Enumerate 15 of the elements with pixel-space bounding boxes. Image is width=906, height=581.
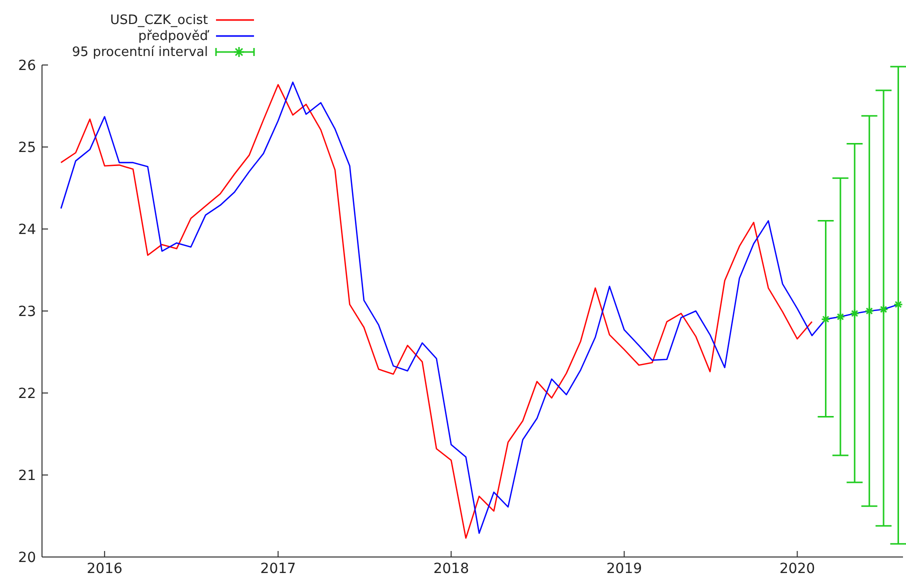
x-tick-label: 2019 [606,560,642,577]
y-tick-label: 20 [18,550,36,566]
y-tick-label: 23 [18,304,36,320]
legend-label: předpověď [138,28,208,44]
y-tick-label: 26 [18,58,36,74]
y-tick-label: 21 [18,468,36,484]
legend-label: 95 procentní interval [72,44,208,60]
x-tick-label: 2020 [779,560,816,577]
y-tick-label: 24 [18,222,36,238]
legend-label: USD_CZK_ocist [110,12,208,28]
x-tick-label: 2018 [433,560,469,577]
y-tick-label: 25 [18,140,36,156]
y-tick-label: 22 [18,386,36,402]
x-tick-label: 2016 [86,560,122,577]
x-tick-label: 2017 [260,560,296,577]
